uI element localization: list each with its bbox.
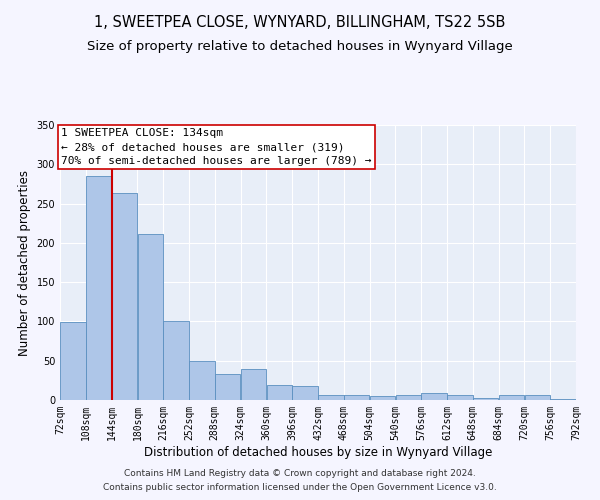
Bar xyxy=(112,192,137,400)
Bar xyxy=(137,234,163,400)
X-axis label: Distribution of detached houses by size in Wynyard Village: Distribution of detached houses by size … xyxy=(144,446,492,458)
Bar xyxy=(447,396,473,400)
Bar xyxy=(499,396,524,400)
Y-axis label: Number of detached properties: Number of detached properties xyxy=(18,170,31,356)
Bar xyxy=(86,176,112,400)
Bar xyxy=(473,398,499,400)
Bar xyxy=(421,393,447,400)
Text: 1 SWEETPEA CLOSE: 134sqm
← 28% of detached houses are smaller (319)
70% of semi-: 1 SWEETPEA CLOSE: 134sqm ← 28% of detach… xyxy=(61,128,372,166)
Bar xyxy=(266,385,292,400)
Bar xyxy=(292,386,318,400)
Bar xyxy=(189,360,215,400)
Bar xyxy=(60,322,86,400)
Bar xyxy=(370,396,395,400)
Bar xyxy=(318,396,344,400)
Bar xyxy=(163,320,189,400)
Bar xyxy=(215,374,241,400)
Bar xyxy=(524,396,550,400)
Bar xyxy=(395,396,421,400)
Bar xyxy=(344,396,370,400)
Bar xyxy=(576,397,600,400)
Text: Contains HM Land Registry data © Crown copyright and database right 2024.: Contains HM Land Registry data © Crown c… xyxy=(124,468,476,477)
Text: Size of property relative to detached houses in Wynyard Village: Size of property relative to detached ho… xyxy=(87,40,513,53)
Bar xyxy=(241,368,266,400)
Text: Contains public sector information licensed under the Open Government Licence v3: Contains public sector information licen… xyxy=(103,484,497,492)
Bar xyxy=(550,399,576,400)
Text: 1, SWEETPEA CLOSE, WYNYARD, BILLINGHAM, TS22 5SB: 1, SWEETPEA CLOSE, WYNYARD, BILLINGHAM, … xyxy=(94,15,506,30)
